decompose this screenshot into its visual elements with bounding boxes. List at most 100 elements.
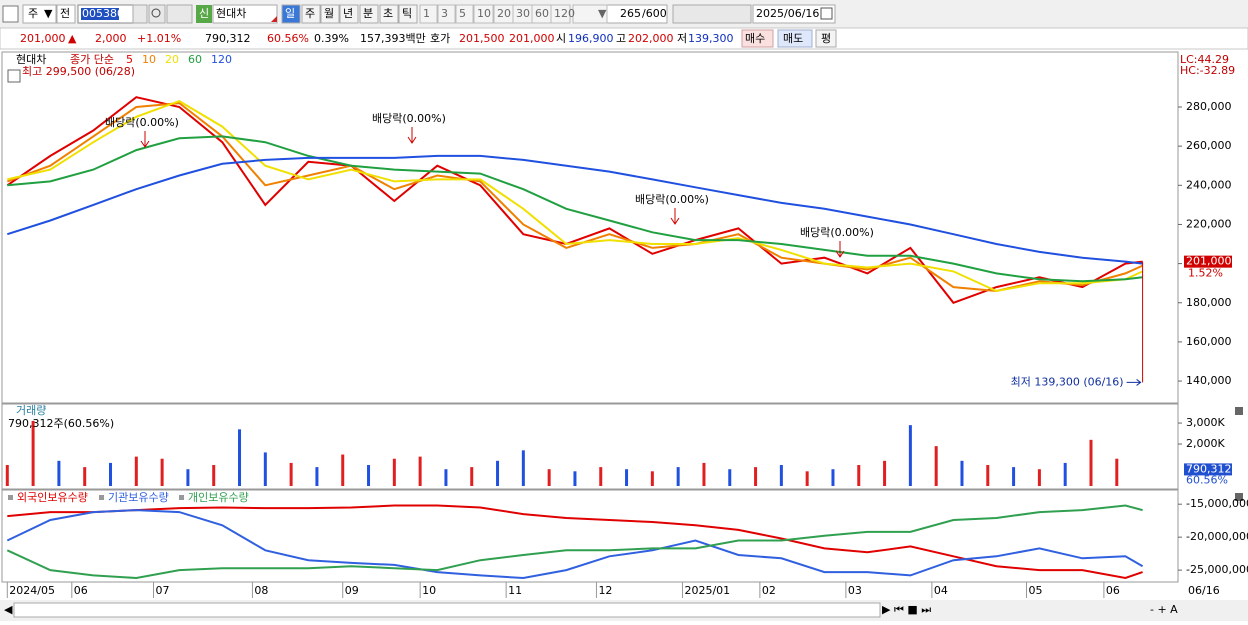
quote-bar <box>0 27 1248 50</box>
interval-button[interactable] <box>437 4 456 24</box>
dividend-label: 배당락(0.00%) <box>800 226 874 239</box>
volume-bar <box>5 465 9 486</box>
last-volume: 790,312 <box>1186 462 1232 475</box>
volume-bar <box>160 458 164 486</box>
volume-bar <box>238 429 242 486</box>
y-tick-label: 260,000 <box>1186 139 1232 152</box>
dividend-label: 배당락(0.00%) <box>372 112 446 125</box>
volume-bar <box>57 460 61 486</box>
series-line <box>6 504 1143 580</box>
period-button[interactable] <box>339 4 359 24</box>
interval-button[interactable] <box>473 4 494 24</box>
prev: 전 <box>60 7 70 20</box>
volume-bar <box>521 450 525 486</box>
panel-close[interactable] <box>1235 407 1243 415</box>
price-panel <box>1 51 1179 404</box>
volume-bar <box>315 467 319 486</box>
volume-bar <box>650 471 654 486</box>
search-button[interactable] <box>148 4 166 24</box>
dropdown-arrow: ▼ <box>44 7 53 20</box>
holdings-panel <box>1 489 1179 583</box>
interval-select[interactable] <box>572 4 608 24</box>
y-tick-label: -20,000,000 <box>1186 530 1248 543</box>
chart-subtitle: 종가 단순 <box>70 53 114 66</box>
volume-bar <box>1115 458 1119 486</box>
volume-panel <box>1 403 1179 490</box>
low-annotation: 최저 139,300 (06/16) <box>1011 375 1124 388</box>
period-label: 주 <box>305 7 315 20</box>
dividend-arrow <box>140 131 150 148</box>
scroll-track[interactable] <box>13 602 881 618</box>
code-dropdown[interactable] <box>132 4 148 24</box>
grid-icon[interactable] <box>7 69 21 83</box>
period-label: 년 <box>343 7 353 20</box>
volume-bar <box>263 452 267 486</box>
interval-label: 120 <box>554 7 575 20</box>
last-volume-box <box>1184 463 1232 476</box>
quote-bid: 201,000 <box>509 32 555 45</box>
period-button[interactable] <box>359 4 379 24</box>
y-tick-label: -15,000,000 <box>1186 497 1248 510</box>
panel-close[interactable] <box>1235 493 1243 501</box>
volume-bar <box>728 469 732 486</box>
x-tick-label: 03 <box>848 584 862 597</box>
last-change: 1.52% <box>1188 267 1223 280</box>
scroll-right[interactable]: ▶ ⏮ ■ ⏭ <box>882 603 931 616</box>
period-button[interactable] <box>301 4 321 24</box>
prev-button[interactable] <box>56 4 76 24</box>
sound-button[interactable] <box>166 4 193 24</box>
interval-label: 20 <box>497 7 511 20</box>
period-button[interactable] <box>379 4 399 24</box>
volume-bar <box>392 458 396 486</box>
period-button[interactable] <box>281 4 301 24</box>
new-badge <box>196 5 212 23</box>
sell-button[interactable] <box>777 29 813 48</box>
x-tick-label: 2024/05 <box>9 584 55 597</box>
x-end-label: 06/16 <box>1188 584 1220 597</box>
x-tick-label: 07 <box>156 584 170 597</box>
y-tick-label: 240,000 <box>1186 178 1232 191</box>
buy: 매수 <box>745 32 765 45</box>
x-tick-label: 11 <box>508 584 522 597</box>
period-button[interactable] <box>398 4 418 24</box>
x-tick-label: 04 <box>934 584 948 597</box>
buy-button[interactable] <box>741 29 774 48</box>
legend-entry: 개인보유수량 <box>188 491 249 504</box>
interval-button[interactable] <box>455 4 474 24</box>
period-button[interactable] <box>320 4 340 24</box>
date-box[interactable] <box>752 4 836 24</box>
code-selection <box>81 8 119 20</box>
new-label: 신 <box>199 7 209 20</box>
legend-swatch <box>8 495 13 500</box>
volume-bar <box>702 462 706 486</box>
sell: 매도 <box>783 32 803 45</box>
volume-bar <box>1012 467 1016 486</box>
interval-button[interactable] <box>550 4 571 24</box>
volume-bar <box>289 462 293 486</box>
volume-bar <box>676 467 680 486</box>
menu-icon[interactable] <box>2 5 19 23</box>
legend-entry: 20 <box>165 53 179 66</box>
low-arrow <box>1126 379 1142 386</box>
market: 주 <box>28 7 38 20</box>
x-tick-label: 12 <box>598 584 612 597</box>
scroll-left[interactable]: ◀ <box>4 603 13 616</box>
quote-arrow: ▲ <box>68 32 77 45</box>
chart-title: 현대차 <box>16 53 46 66</box>
avg-button[interactable] <box>815 29 837 48</box>
x-tick-label: 2025/01 <box>684 584 730 597</box>
tool-buttons[interactable] <box>672 4 752 24</box>
y-tick-label: -25,000,000 <box>1186 563 1248 576</box>
interval-button[interactable] <box>419 4 438 24</box>
quote-high: 202,000 <box>628 32 674 45</box>
volume-bar <box>934 446 938 486</box>
volume-bar <box>470 467 474 486</box>
volume-bar <box>857 465 861 486</box>
volume-bar <box>960 460 964 486</box>
y-tick-label: 160,000 <box>1186 335 1232 348</box>
dividend-label: 배당락(0.00%) <box>105 116 179 129</box>
market-select[interactable] <box>22 4 57 24</box>
quote-open: 196,900 <box>568 32 614 45</box>
zoom-controls[interactable]: - + A <box>1150 603 1178 616</box>
dividend-label: 배당락(0.00%) <box>635 193 709 206</box>
